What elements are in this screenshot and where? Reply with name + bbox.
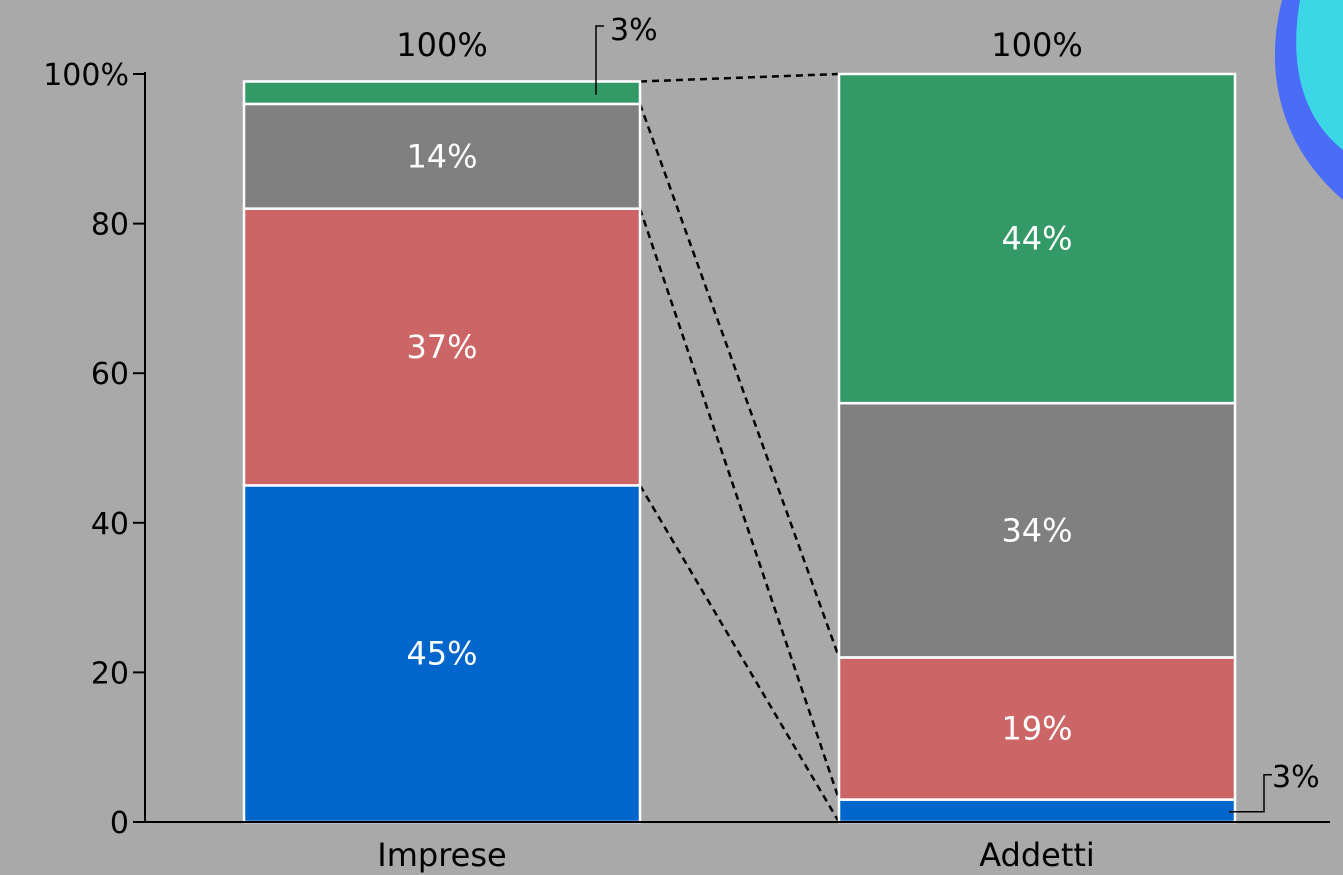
corner-decoration (1274, 0, 1343, 200)
category-label-imprese: Imprese (377, 836, 506, 874)
corner-decoration-inner (1296, 0, 1343, 150)
bar-segment-addetti-2 (837, 401, 1237, 659)
connector-line-3 (638, 103, 841, 658)
bar-segment-imprese-2 (242, 102, 642, 210)
connector-line-4 (639, 72, 840, 83)
segment-label-addetti-3: 44% (1001, 220, 1072, 258)
connector-lines (638, 72, 841, 823)
bar-segment-addetti-1 (837, 656, 1237, 801)
labels-group: 45% 37% 14% 100% Imprese 19% 34% 44% 100% Addetti… (377, 13, 1319, 874)
y-tick-label-0: 0 (110, 806, 129, 841)
segment-label-addetti-1: 19% (1001, 710, 1072, 748)
y-tick-label-40: 40 (91, 507, 129, 542)
segment-label-imprese-2: 14% (406, 137, 477, 175)
callout-label-imprese-3: 3% (610, 13, 658, 48)
axes-group: 0 20 40 60 80 100% (43, 58, 1330, 841)
bar-segment-addetti-3 (837, 72, 1237, 405)
bar-segment-imprese-0 (242, 484, 642, 824)
segment-label-imprese-0: 45% (406, 635, 477, 673)
bar-segment-addetti-0 (837, 798, 1237, 824)
total-label-imprese: 100% (396, 26, 487, 64)
y-tick-label-80: 80 (91, 208, 129, 243)
segment-label-imprese-1: 37% (406, 328, 477, 366)
connector-line-1 (638, 484, 841, 823)
callout-leader-addetti-0 (1229, 774, 1272, 813)
callout-leader-imprese-3 (595, 25, 604, 95)
y-tick-label-20: 20 (91, 656, 129, 691)
y-tick-label-100: 100% (43, 58, 129, 93)
y-tick-label-60: 60 (91, 357, 129, 392)
segment-label-addetti-2: 34% (1001, 511, 1072, 549)
bar-segment-imprese-3 (242, 80, 642, 106)
category-label-addetti: Addetti (979, 836, 1095, 874)
bars-group (242, 72, 1237, 824)
bar-segment-imprese-1 (242, 207, 642, 487)
total-label-addetti: 100% (991, 26, 1082, 64)
callout-label-addetti-0: 3% (1272, 760, 1320, 795)
connector-line-2 (638, 208, 841, 800)
